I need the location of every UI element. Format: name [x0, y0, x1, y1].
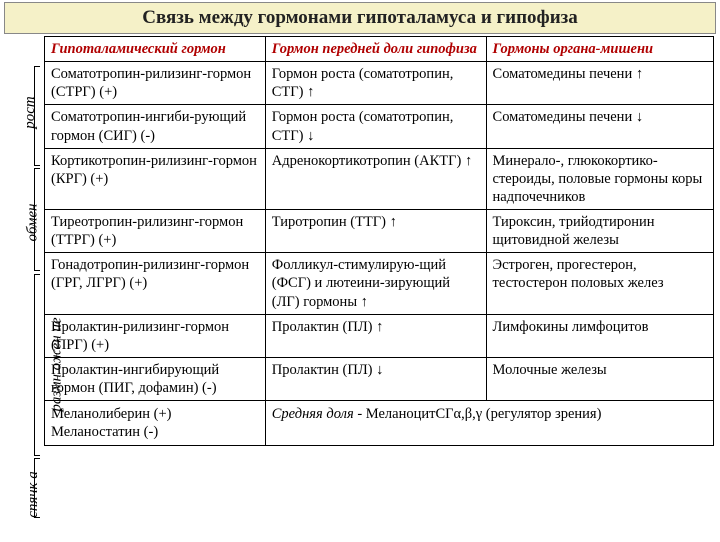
melano-line2: Меланостатин (-): [51, 424, 158, 440]
cell: Фолликул-стимулирую-щий (ФСГ) и лютеини-…: [265, 253, 486, 314]
table-row: Пролактин-ингибирующий гормон (ПИГ, дофа…: [45, 357, 714, 400]
cell: Молочные железы: [486, 357, 713, 400]
cell: Соматотропин-рилизинг-гормон (СТРГ) (+): [45, 62, 266, 105]
page-title: Связь между гормонами гипоталамуса и гип…: [4, 2, 716, 34]
table-row: Кортикотропин-рилизинг-гормон (КРГ) (+) …: [45, 148, 714, 209]
mid-lobe-label: Средняя доля: [272, 406, 354, 422]
cell: Тироксин, трийодтиронин щитовидной желез…: [486, 210, 713, 253]
cell: Адренокортикотропин (АКТГ) ↑: [265, 148, 486, 209]
cell: Пролактин-ингибирующий гормон (ПИГ, дофа…: [45, 357, 266, 400]
melano-line1: Меланолиберин (+): [51, 406, 171, 422]
cell: Соматомедины печени ↑: [486, 62, 713, 105]
bracket-obmen: [34, 168, 40, 271]
table-row: Соматотропин-рилизинг-гормон (СТРГ) (+) …: [45, 62, 714, 105]
footer-row: Меланолиберин (+) Меланостатин (-) Средн…: [45, 401, 714, 446]
table-header-row: Гипоталамический гормон Гормон передней …: [45, 37, 714, 62]
cell: Эстроген, прогестерон, тестостерон полов…: [486, 253, 713, 314]
bracket-razmn: [34, 274, 40, 456]
cell: Гонадотропин-рилизинг-гормон (ГРГ, ЛГРГ)…: [45, 253, 266, 314]
melano-cell: Меланолиберин (+) Меланостатин (-): [45, 401, 266, 446]
cell: Кортикотропин-рилизинг-гормон (КРГ) (+): [45, 148, 266, 209]
hormone-table: Гипоталамический гормон Гормон передней …: [44, 36, 714, 446]
header-col2: Гормон передней доли гипофиза: [265, 37, 486, 62]
bracket-rost: [34, 66, 40, 166]
cell: Пролактин (ПЛ) ↑: [265, 314, 486, 357]
cell: Пролактин-рилизинг-гормон (ПРГ) (+): [45, 314, 266, 357]
cell: Минерало-, глюкокортико-стероиды, половы…: [486, 148, 713, 209]
header-col3: Гормоны органа-мишени: [486, 37, 713, 62]
cell: Лимфокины лимфоцитов: [486, 314, 713, 357]
table-row: Пролактин-рилизинг-гормон (ПРГ) (+) Прол…: [45, 314, 714, 357]
content-area: рост обмен размн ожен ие спячк а Гипотал…: [0, 36, 720, 446]
bracket-spyachka: [34, 458, 40, 518]
cell: Гормон роста (соматотропин, СТГ) ↓: [265, 105, 486, 148]
table-row: Тиреотропин-рилизинг-гормон (ТТРГ) (+) Т…: [45, 210, 714, 253]
mid-lobe-cell: Средняя доля - МеланоцитСГα,β,γ (регулят…: [265, 401, 713, 446]
header-col1: Гипоталамический гормон: [45, 37, 266, 62]
side-labels: рост обмен размн ожен ие спячк а: [0, 36, 44, 446]
cell: Пролактин (ПЛ) ↓: [265, 357, 486, 400]
cell: Соматомедины печени ↓: [486, 105, 713, 148]
cell: Тиреотропин-рилизинг-гормон (ТТРГ) (+): [45, 210, 266, 253]
cell: Соматотропин-ингиби-рующий гормон (СИГ) …: [45, 105, 266, 148]
cell: Тиротропин (ТТГ) ↑: [265, 210, 486, 253]
side-label-razmn: размн ожен ие: [49, 317, 66, 411]
table-row: Соматотропин-ингиби-рующий гормон (СИГ) …: [45, 105, 714, 148]
table-row: Гонадотропин-рилизинг-гормон (ГРГ, ЛГРГ)…: [45, 253, 714, 314]
mid-lobe-text: - МеланоцитСГα,β,γ (регулятор зрения): [354, 406, 602, 422]
cell: Гормон роста (соматотропин, СТГ) ↑: [265, 62, 486, 105]
